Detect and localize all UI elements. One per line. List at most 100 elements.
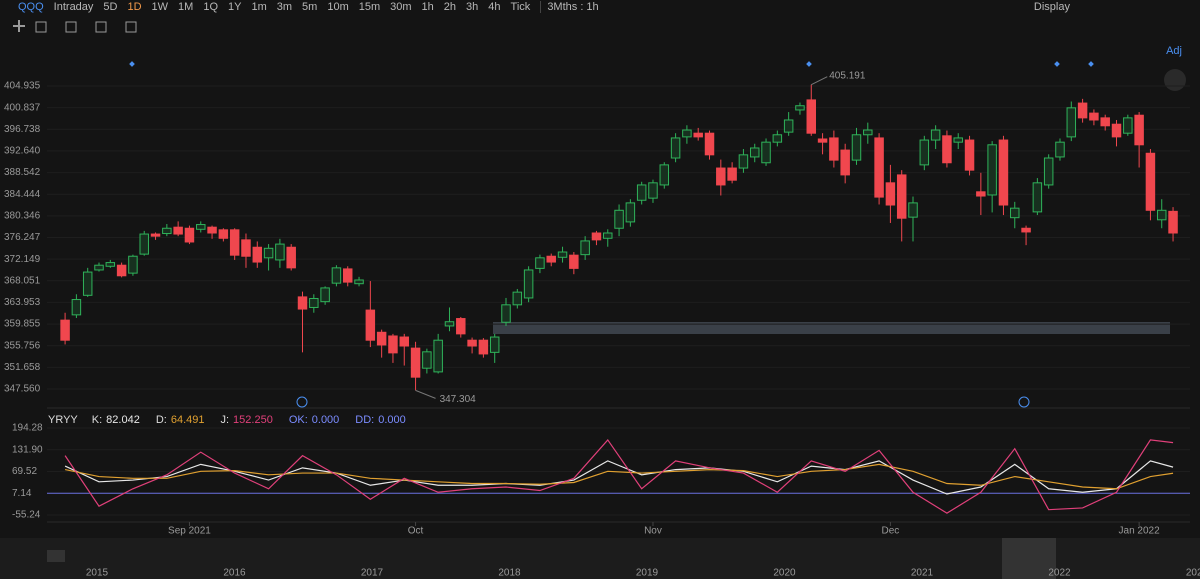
period-button[interactable]: 5m	[302, 1, 318, 13]
candle-body	[738, 154, 749, 169]
event-marker[interactable]	[1054, 61, 1060, 67]
drawing-toolbar	[0, 16, 1200, 40]
indicator-name[interactable]: YRYY	[48, 414, 78, 426]
candle-body	[523, 269, 534, 299]
period-button[interactable]: 1W	[151, 1, 169, 13]
candle-body	[60, 319, 70, 341]
candle-body	[1123, 117, 1133, 134]
candle-body	[557, 251, 568, 258]
navigator	[0, 538, 1200, 579]
period-button[interactable]: 3m	[276, 1, 293, 13]
event-marker[interactable]	[806, 61, 812, 67]
tool-icon[interactable]	[35, 21, 47, 33]
indicator-line	[64, 460, 1174, 495]
candle-body	[1168, 210, 1178, 234]
navigator-year: 2022	[1048, 568, 1071, 579]
candle-body	[840, 149, 850, 176]
period-button[interactable]: 1Y	[228, 1, 242, 13]
y-tick-label: 194.28	[12, 423, 43, 434]
candle-body	[1134, 114, 1144, 146]
candle-body	[82, 271, 93, 296]
adj-button[interactable]: Adj	[1166, 45, 1182, 57]
range-selector[interactable]: 3Mths : 1h	[540, 1, 599, 13]
legend-value: 0.000	[311, 414, 340, 426]
period-button[interactable]: 1h	[421, 1, 434, 13]
min-label: 347.304	[440, 394, 477, 405]
period-button[interactable]: 4h	[488, 1, 501, 13]
candle-body	[105, 262, 116, 267]
candle-body	[150, 233, 161, 237]
candle-body	[783, 119, 794, 133]
candle-body	[297, 296, 308, 310]
candle-body	[829, 137, 839, 161]
candle-body	[1066, 107, 1077, 138]
navigator-window[interactable]	[1002, 538, 1056, 579]
candle-body	[376, 331, 387, 346]
event-marker[interactable]	[296, 396, 308, 408]
period-button[interactable]: 3h	[466, 1, 479, 13]
candle-body	[1021, 227, 1031, 233]
period-button[interactable]: 5D	[103, 1, 118, 13]
candle-body	[625, 202, 636, 223]
candle-body	[772, 134, 783, 143]
period-button[interactable]: 2h	[443, 1, 457, 13]
tool-icon[interactable]	[95, 21, 107, 33]
x-tick-label: Sep 2021	[168, 526, 211, 537]
candle-body	[591, 232, 602, 241]
candle-body	[71, 299, 82, 316]
annotation-leader	[811, 76, 828, 86]
event-marker[interactable]	[1018, 396, 1030, 408]
candle-body	[806, 99, 817, 134]
period-button[interactable]: 10m	[327, 1, 349, 13]
period-button[interactable]: Tick	[510, 1, 531, 13]
candle-body	[422, 351, 432, 369]
y-tick-label: 384.444	[4, 189, 41, 200]
gap-zone	[493, 322, 1170, 334]
y-tick-label: 372.149	[4, 254, 41, 265]
legend-name: K:	[91, 414, 103, 426]
navigator-year: 2023	[1186, 568, 1200, 579]
y-tick-label: 400.837	[4, 102, 41, 113]
candle-body	[1077, 102, 1088, 119]
symbol[interactable]: QQQ	[18, 1, 44, 13]
candle-body	[987, 144, 997, 196]
navigator-year: 2021	[911, 568, 934, 579]
legend-name: DD:	[355, 414, 375, 426]
scroll-button[interactable]	[1164, 69, 1186, 91]
period-button[interactable]: 1M	[178, 1, 194, 13]
candle-body	[851, 134, 862, 161]
period-button[interactable]: 15m	[358, 1, 381, 13]
candle-body	[410, 347, 421, 378]
legend-name: J:	[220, 414, 230, 426]
candle-body	[207, 226, 217, 234]
display-button[interactable]: Display	[1033, 1, 1070, 13]
period-button[interactable]: 1D	[127, 1, 142, 13]
period-button[interactable]: 1Q	[203, 1, 219, 13]
candle-body	[569, 254, 579, 269]
candle-body	[444, 321, 455, 327]
navigator-year: 2015	[86, 568, 109, 579]
candle-body	[399, 336, 409, 347]
candle-body	[704, 132, 715, 156]
navigator-year: 2020	[773, 568, 796, 579]
candle-body	[919, 139, 930, 166]
period-button[interactable]: 1m	[251, 1, 267, 13]
legend-name: D:	[155, 414, 167, 426]
candle-body	[139, 233, 149, 255]
event-marker[interactable]	[129, 61, 135, 67]
period-button[interactable]: Intraday	[53, 1, 94, 13]
navigator-handle[interactable]	[47, 550, 65, 562]
candle-body	[388, 335, 398, 354]
legend-value: 0.000	[378, 414, 406, 426]
candle-body	[636, 184, 647, 201]
y-tick-label: 380.346	[4, 210, 41, 221]
candle-body	[196, 224, 206, 230]
tool-icon[interactable]	[65, 21, 77, 33]
y-tick-label: 388.542	[4, 167, 41, 178]
period-button[interactable]: 30m	[390, 1, 412, 13]
tool-icon[interactable]	[18, 20, 20, 32]
event-marker[interactable]	[1088, 61, 1094, 67]
candle-body	[976, 191, 986, 197]
candle-body	[275, 243, 285, 261]
tool-icon[interactable]	[125, 21, 137, 33]
